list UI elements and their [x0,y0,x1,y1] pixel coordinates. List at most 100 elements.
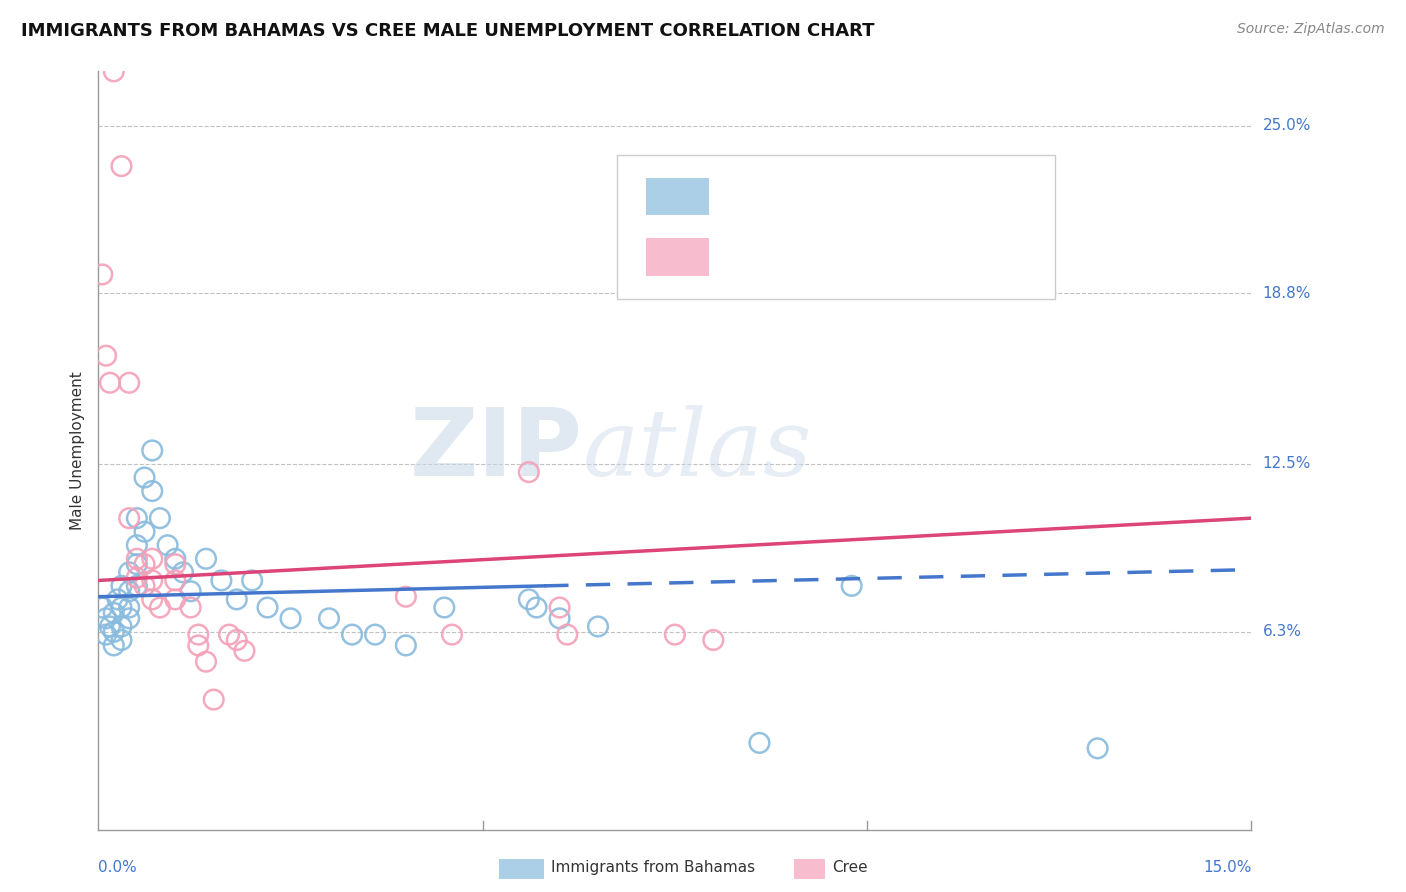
Point [180,584,202,599]
Bar [647,178,710,216]
Point [187,627,209,641]
Text: 15.0%: 15.0% [1204,860,1251,875]
Text: N = 33: N = 33 [883,248,945,266]
Point [187,639,209,653]
Point [103,639,125,653]
Point [748,736,770,750]
Point [110,159,132,173]
Text: R =  0.061: R = 0.061 [727,248,815,266]
Text: 6.3%: 6.3% [1263,624,1302,640]
Point [110,600,132,615]
Point [165,574,187,588]
Point [110,633,132,648]
Point [118,600,141,615]
Point [165,551,187,566]
Point [172,566,194,580]
Text: 25.0%: 25.0% [1263,118,1310,133]
Point [141,592,163,607]
Point [548,600,571,615]
Point [702,633,724,648]
Point [517,592,540,607]
Point [125,579,148,593]
Point [225,592,247,607]
Point [149,600,172,615]
Point [103,64,125,78]
Point [103,606,125,620]
Point [555,627,578,641]
Point [94,627,117,641]
Point [94,349,117,363]
Point [134,557,156,572]
Point [209,574,232,588]
Text: 0.0%: 0.0% [98,860,138,875]
Point [256,600,278,615]
Point [395,590,418,604]
Point [318,611,340,625]
Text: 18.8%: 18.8% [1263,286,1310,301]
Point [141,484,163,499]
Point [195,655,218,669]
Point [134,470,156,484]
Text: N = 47: N = 47 [883,187,945,205]
Point [165,557,187,572]
Point [340,627,363,641]
Point [517,465,540,479]
Text: 12.5%: 12.5% [1263,457,1310,472]
Point [118,376,141,390]
Text: ZIP: ZIP [409,404,582,497]
Point [440,627,463,641]
Text: IMMIGRANTS FROM BAHAMAS VS CREE MALE UNEMPLOYMENT CORRELATION CHART: IMMIGRANTS FROM BAHAMAS VS CREE MALE UNE… [21,22,875,40]
Point [118,566,141,580]
Text: Cree: Cree [832,860,868,874]
Point [98,619,121,633]
Point [841,579,863,593]
Point [156,538,179,552]
Point [94,611,117,625]
Point [110,579,132,593]
Point [433,600,456,615]
Point [218,627,240,641]
Point [165,592,187,607]
Point [125,551,148,566]
Point [364,627,387,641]
Point [125,557,148,572]
Point [233,644,256,658]
Point [225,633,247,648]
Point [118,584,141,599]
Bar [647,238,710,277]
Point [141,551,163,566]
Point [280,611,302,625]
Text: Source: ZipAtlas.com: Source: ZipAtlas.com [1237,22,1385,37]
Point [134,524,156,539]
Point [125,571,148,585]
Point [395,639,418,653]
Point [195,551,218,566]
Point [202,692,225,706]
Point [125,538,148,552]
Point [548,611,571,625]
Point [110,619,132,633]
Text: Immigrants from Bahamas: Immigrants from Bahamas [551,860,755,874]
Point [141,574,163,588]
Point [125,511,148,525]
Point [98,376,121,390]
Point [118,511,141,525]
Point [149,511,172,525]
Point [180,600,202,615]
Point [526,600,548,615]
Point [103,624,125,639]
Point [118,611,141,625]
Y-axis label: Male Unemployment: Male Unemployment [69,371,84,530]
FancyBboxPatch shape [617,155,1056,299]
Text: atlas: atlas [582,406,813,495]
Text: R =  0.048: R = 0.048 [727,187,815,205]
Point [91,600,114,615]
Point [107,592,129,607]
Point [240,574,263,588]
Point [1087,741,1109,756]
Point [134,579,156,593]
Point [586,619,609,633]
Point [664,627,686,641]
Point [91,268,114,282]
Point [141,443,163,458]
